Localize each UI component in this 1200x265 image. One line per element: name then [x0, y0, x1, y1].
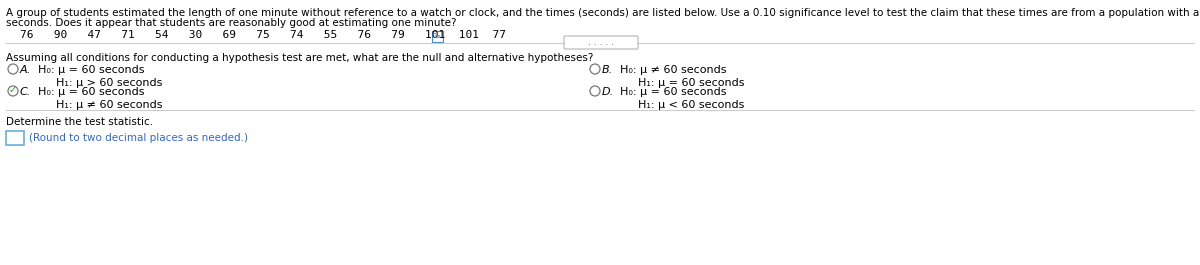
- Text: seconds. Does it appear that students are reasonably good at estimating one minu: seconds. Does it appear that students ar…: [6, 18, 456, 28]
- Text: (Round to two decimal places as needed.): (Round to two decimal places as needed.): [29, 133, 248, 143]
- Text: Assuming all conditions for conducting a hypothesis test are met, what are the n: Assuming all conditions for conducting a…: [6, 53, 593, 63]
- Text: 76   90   47   71   54   30   69   75   74   55   76   79   101  101  77: 76 90 47 71 54 30 69 75 74 55 76 79 101 …: [20, 30, 506, 40]
- Text: A.: A.: [20, 65, 31, 75]
- FancyBboxPatch shape: [564, 36, 638, 49]
- FancyBboxPatch shape: [432, 30, 443, 42]
- Text: . . . . .: . . . . .: [588, 38, 614, 47]
- Text: H₁: μ < 60 seconds: H₁: μ < 60 seconds: [638, 100, 744, 110]
- Text: H₀: μ = 60 seconds: H₀: μ = 60 seconds: [38, 65, 144, 75]
- Text: A group of students estimated the length of one minute without reference to a wa: A group of students estimated the length…: [6, 8, 1200, 18]
- Text: H₀: μ ≠ 60 seconds: H₀: μ ≠ 60 seconds: [620, 65, 726, 75]
- Text: H₀: μ = 60 seconds: H₀: μ = 60 seconds: [620, 87, 726, 97]
- Text: ≡: ≡: [433, 32, 440, 41]
- Text: H₁: μ = 60 seconds: H₁: μ = 60 seconds: [638, 78, 744, 88]
- Text: ✓: ✓: [8, 86, 17, 95]
- Text: B.: B.: [602, 65, 613, 75]
- Text: Determine the test statistic.: Determine the test statistic.: [6, 117, 154, 127]
- FancyBboxPatch shape: [6, 131, 24, 145]
- Text: H₀: μ = 60 seconds: H₀: μ = 60 seconds: [38, 87, 144, 97]
- Text: C.: C.: [20, 87, 31, 97]
- Text: H₁: μ ≠ 60 seconds: H₁: μ ≠ 60 seconds: [56, 100, 162, 110]
- Text: D.: D.: [602, 87, 614, 97]
- Text: H₁: μ > 60 seconds: H₁: μ > 60 seconds: [56, 78, 162, 88]
